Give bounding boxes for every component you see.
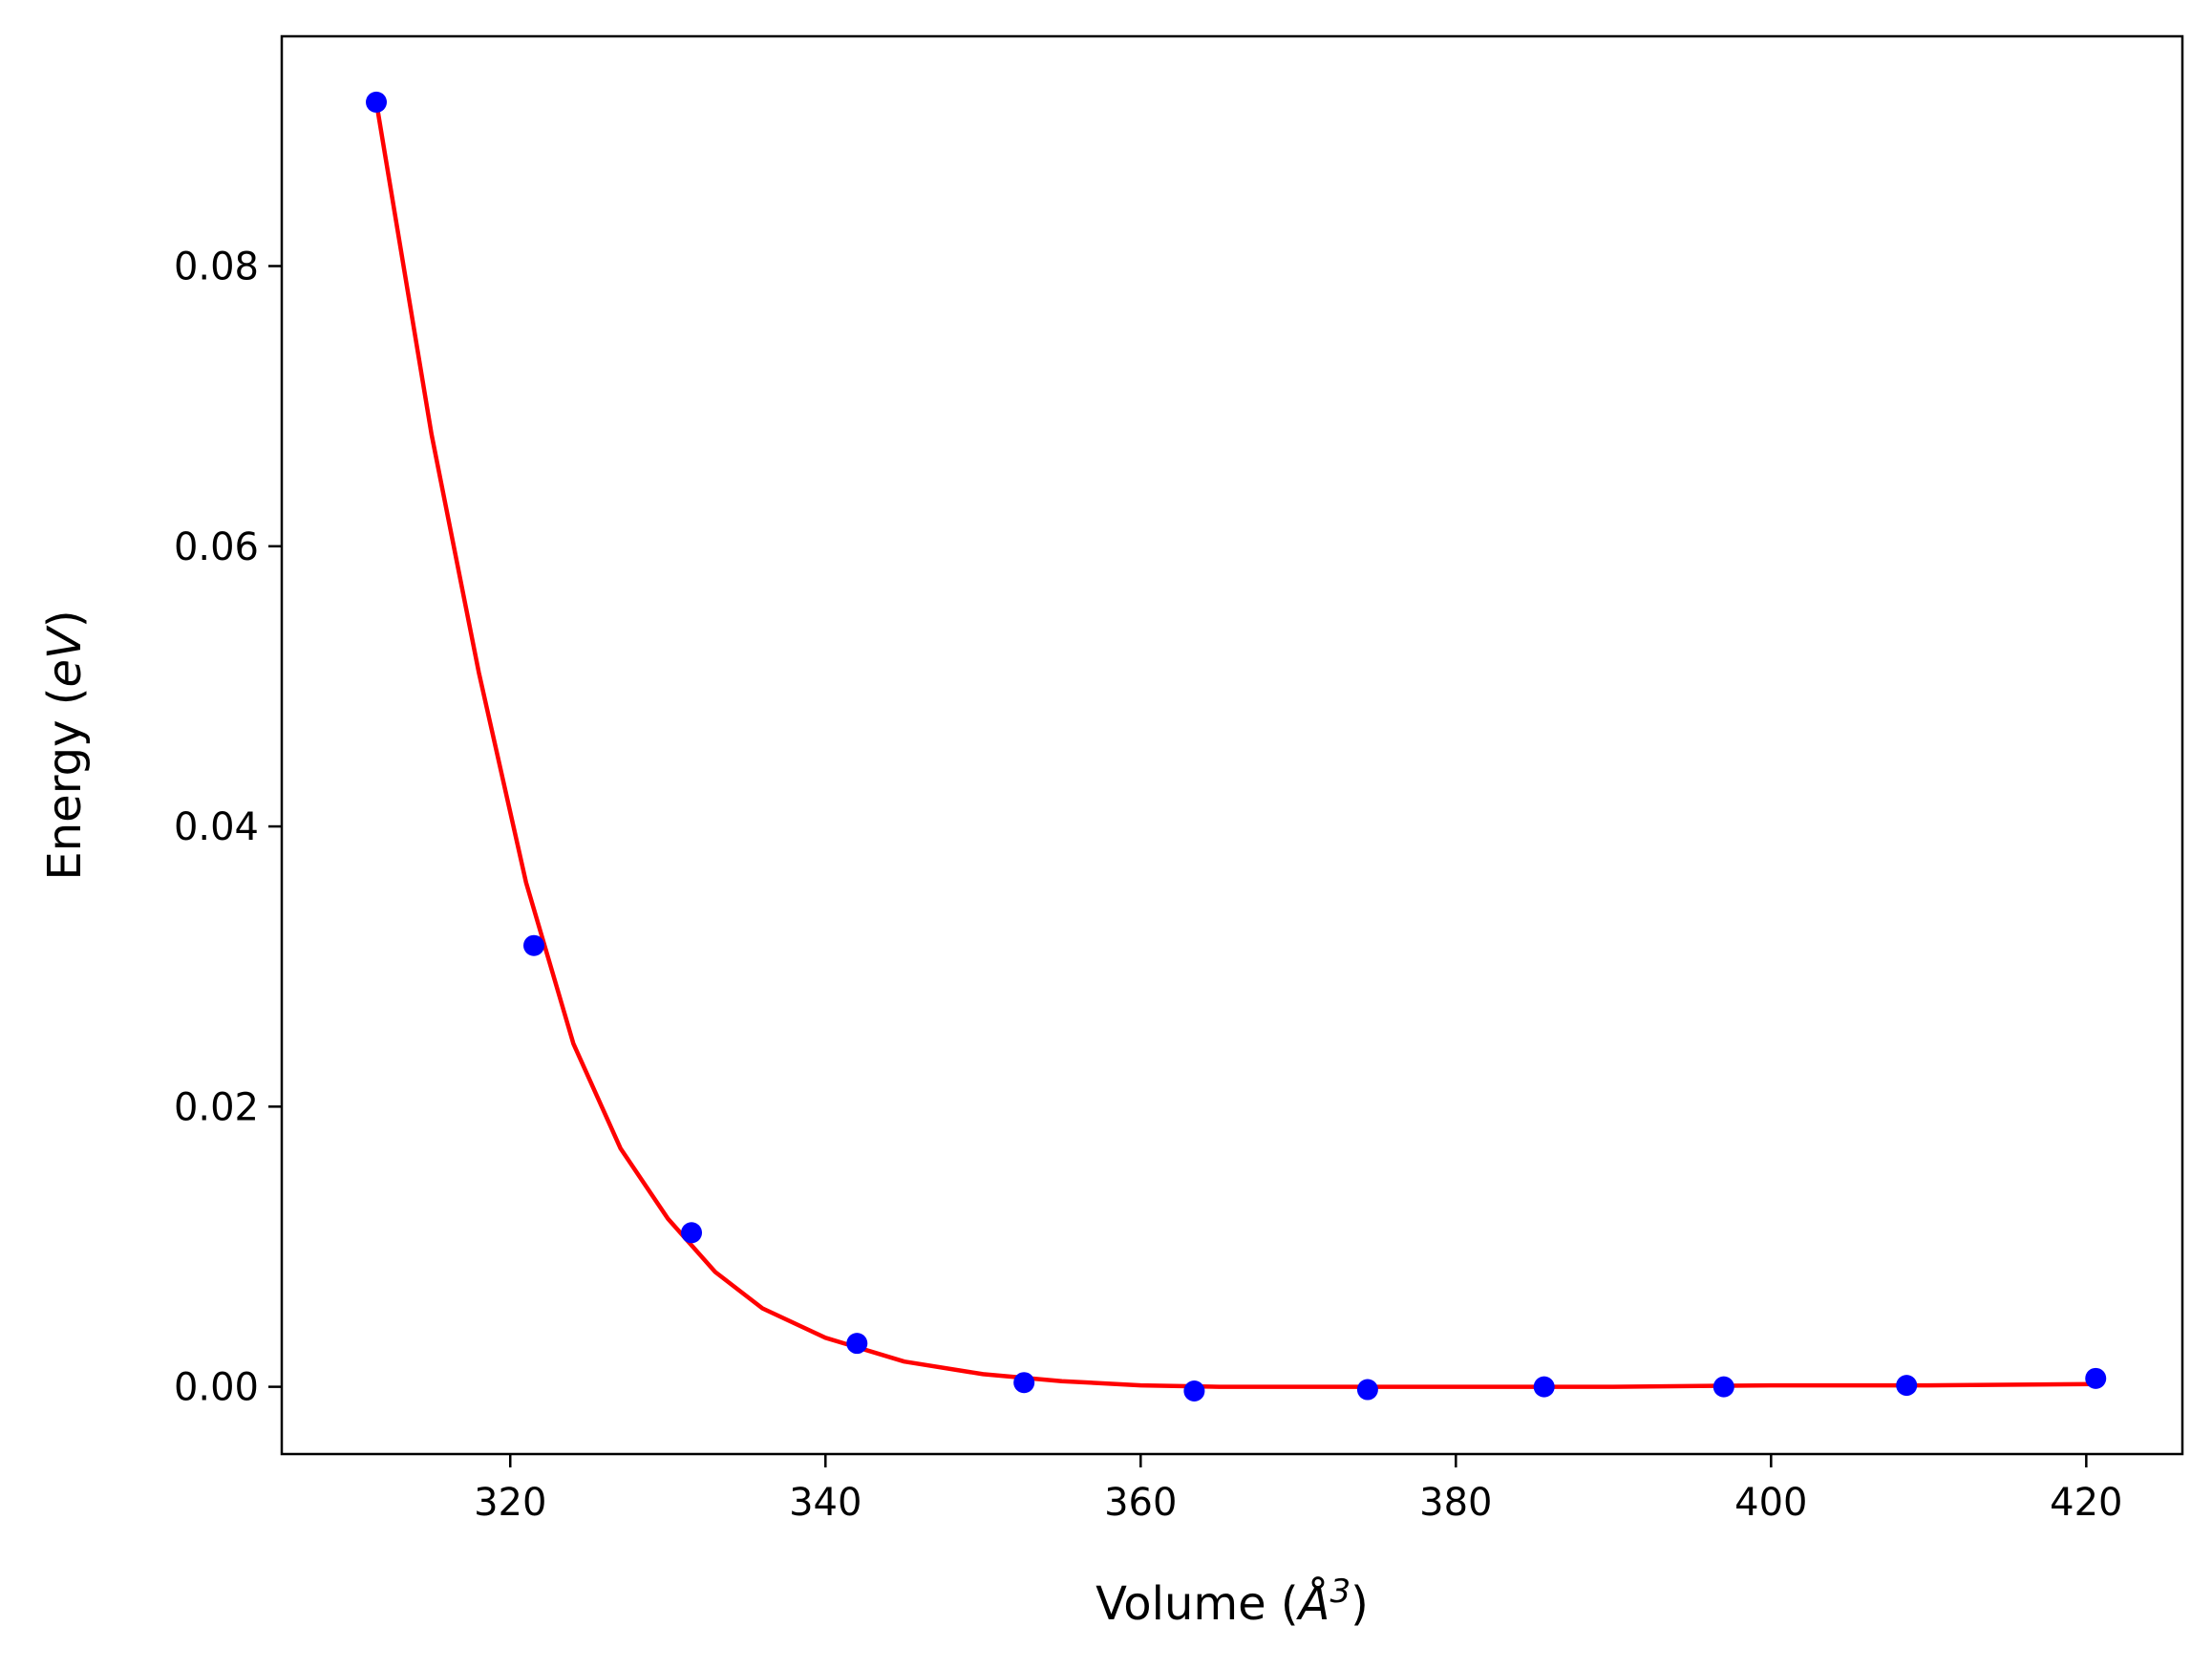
- data-point: [1183, 1380, 1205, 1402]
- x-tick-label: 420: [2050, 1481, 2122, 1525]
- axes-frame: [280, 34, 2184, 1456]
- x-tick-label: 320: [474, 1481, 546, 1525]
- y-tick-label: 0.06: [174, 525, 259, 569]
- data-point: [1356, 1379, 1378, 1401]
- x-tick-label: 340: [789, 1481, 861, 1525]
- y-axis-title-unit: eV: [38, 625, 92, 688]
- x-axis-title: Volume (Å3): [1095, 1573, 1369, 1631]
- data-point: [523, 934, 545, 956]
- ticks-layer: 320 340 360 380 400 420 0.00 0.02 0.04 0.06 0.08: [174, 245, 2123, 1525]
- y-tick-label: 0.00: [174, 1366, 259, 1410]
- y-axis-title-suffix: ): [38, 610, 92, 628]
- x-axis-title-prefix: Volume (: [1095, 1577, 1299, 1631]
- x-axis-title-symbol: Å: [1296, 1576, 1330, 1631]
- y-axis-title: Energy (eV): [38, 610, 92, 880]
- data-point: [1712, 1376, 1734, 1398]
- y-tick-label: 0.08: [174, 245, 259, 289]
- data-point: [1896, 1375, 1918, 1397]
- data-point: [846, 1333, 868, 1355]
- data-point: [1013, 1372, 1035, 1394]
- x-axis-title-suffix: ): [1351, 1577, 1369, 1631]
- data-point: [681, 1222, 703, 1244]
- y-tick-label: 0.04: [174, 805, 259, 849]
- x-tick-label: 400: [1734, 1481, 1807, 1525]
- x-tick-label: 380: [1419, 1481, 1492, 1525]
- x-tick-label: 360: [1104, 1481, 1177, 1525]
- data-point: [2085, 1367, 2107, 1389]
- x-axis-title-exponent: 3: [1329, 1573, 1351, 1611]
- y-axis-title-prefix: Energy (: [38, 688, 92, 881]
- data-point: [1533, 1376, 1555, 1398]
- data-point: [366, 91, 388, 113]
- y-tick-label: 0.02: [174, 1085, 259, 1129]
- fit-curve-line: [373, 99, 2098, 1389]
- plot-layer: [366, 91, 2107, 1402]
